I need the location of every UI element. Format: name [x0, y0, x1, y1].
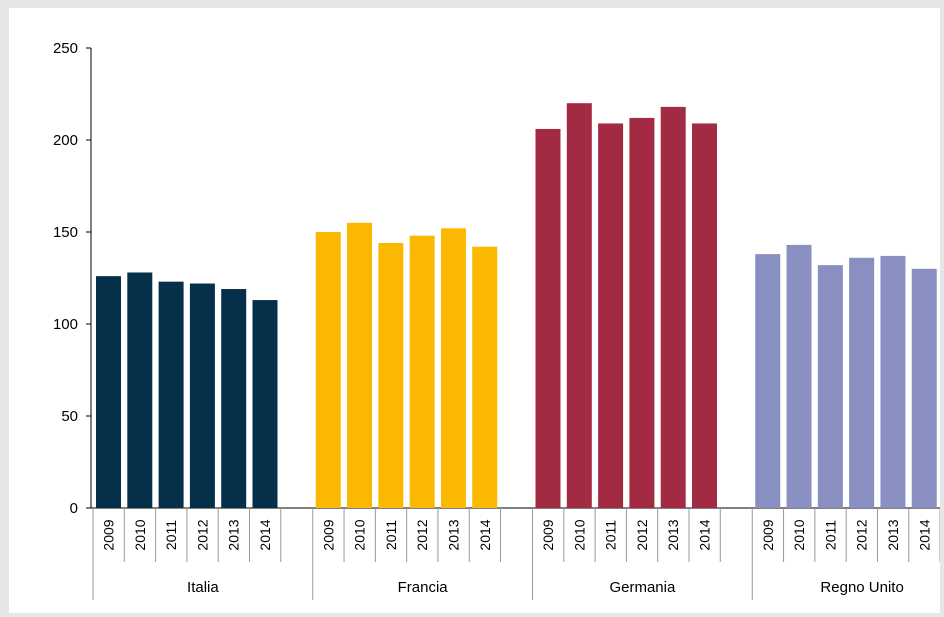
bar-francia-2011 [378, 243, 404, 509]
bar-francia-2012 [409, 235, 435, 508]
year-label: 2013 [445, 519, 461, 550]
y-tick-label: 250 [53, 40, 78, 57]
year-label: 2013 [665, 519, 681, 550]
year-label: 2009 [540, 519, 556, 550]
bar-germania-2014 [692, 123, 717, 508]
year-label: 2014 [916, 519, 932, 550]
bar-chart: 0 50 100 150 200 250 2009 2010 2011 2012 2013 2014 I… [53, 40, 940, 600]
bar-germania-2012 [629, 117, 655, 509]
group-label: Francia [398, 579, 449, 596]
bar-italia-2013 [221, 289, 247, 508]
bar-francia-2013 [440, 228, 466, 508]
bar-regno-unito-2009 [755, 254, 781, 508]
year-label: 2012 [414, 519, 430, 550]
y-tick-label: 50 [61, 408, 78, 425]
year-label: 2012 [634, 519, 650, 550]
bar-francia-2014 [472, 246, 498, 508]
y-tick-label: 100 [53, 316, 78, 333]
bar-italia-2011 [158, 281, 184, 508]
year-label: 2012 [854, 519, 870, 550]
group-label: Germania [609, 579, 676, 596]
year-label: 2012 [194, 519, 210, 550]
year-label: 2014 [477, 519, 493, 550]
y-tick-label: 200 [53, 132, 78, 149]
y-tick-label: 0 [70, 500, 78, 517]
year-label: 2011 [603, 520, 619, 550]
bar-italia-2010 [127, 272, 153, 508]
bar-regno-unito-2011 [817, 265, 843, 508]
year-label: 2013 [885, 519, 901, 550]
bar-francia-2010 [347, 222, 373, 509]
group-label: Regno Unito [820, 579, 903, 596]
year-label: 2010 [791, 519, 807, 550]
year-label: 2011 [163, 520, 179, 550]
year-label: 2010 [352, 519, 368, 550]
bar-regno-unito-2012 [849, 257, 875, 508]
bar-germania-2011 [598, 123, 624, 508]
year-label: 2013 [226, 519, 242, 550]
year-label: 2011 [383, 520, 399, 550]
bar-regno-unito-2013 [880, 255, 906, 508]
chart-panel: 0 50 100 150 200 250 2009 2010 2011 2012 2013 2014 I… [9, 8, 940, 613]
year-label: 2014 [697, 519, 713, 550]
year-label: 2010 [571, 519, 587, 550]
year-label: 2009 [320, 519, 336, 550]
year-label: 2010 [132, 519, 148, 550]
bar-germania-2009 [535, 128, 561, 508]
year-label: 2011 [822, 520, 838, 550]
year-label: 2009 [760, 519, 776, 550]
year-label: 2009 [101, 519, 117, 550]
year-label: 2014 [257, 519, 273, 550]
bar-germania-2010 [566, 103, 592, 508]
bar-regno-unito-2010 [786, 244, 812, 508]
y-tick-label: 150 [53, 224, 78, 241]
bar-italia-2012 [189, 283, 215, 508]
bar-germania-2013 [660, 106, 686, 508]
group-label: Italia [187, 579, 219, 596]
bar-italia-2009 [96, 276, 121, 508]
bar-regno-unito-2014 [911, 268, 937, 508]
bar-italia-2014 [252, 300, 278, 508]
bar-francia-2009 [315, 232, 341, 508]
